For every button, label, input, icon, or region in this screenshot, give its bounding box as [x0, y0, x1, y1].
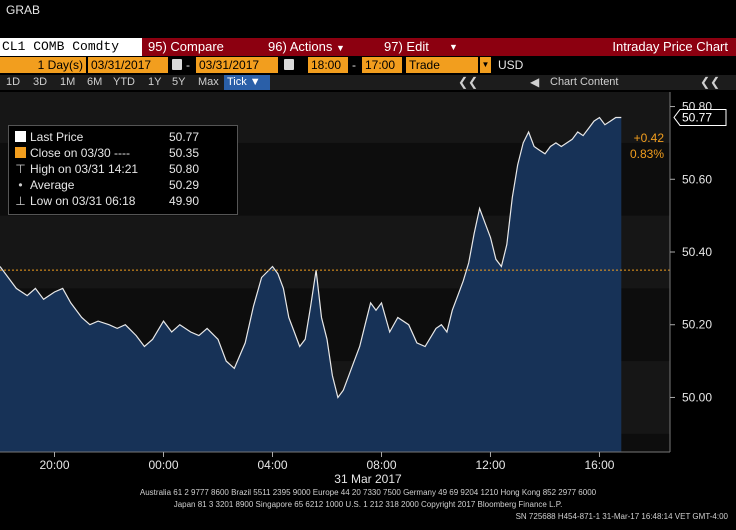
function-bar [0, 38, 736, 56]
last-price-swatch [15, 131, 26, 142]
last-price-badge-value: 50.77 [682, 110, 712, 124]
footer-contacts-2: Japan 81 3 3201 8900 Singapore 65 6212 1… [173, 500, 563, 509]
legend-last-price-value: 50.77 [169, 130, 200, 144]
close-swatch [15, 147, 26, 158]
price-area-fill [0, 117, 622, 452]
window-title: GRAB [6, 3, 41, 17]
end-date-field[interactable]: 03/31/2017 [196, 57, 278, 73]
change-value: +0.42 [633, 131, 664, 145]
range-ytd[interactable]: YTD [113, 76, 135, 88]
change-percent: 0.83% [630, 147, 665, 161]
range-max[interactable]: Max [198, 76, 219, 88]
range-5y[interactable]: 5Y [172, 76, 186, 88]
x-tick-label-1: 00:00 [148, 458, 178, 472]
start-time-field[interactable]: 18:00 [308, 57, 348, 73]
legend-close-value: 50.35 [169, 146, 200, 160]
edit-label: Edit [406, 39, 429, 54]
legend-average-value: 50.29 [169, 178, 200, 192]
currency-label: USD [498, 58, 524, 72]
actions-number: 96) [268, 39, 287, 54]
range-1d[interactable]: 1D [6, 76, 21, 88]
legend-low-label: Low on 03/31 06:18 [30, 194, 136, 208]
legend-low[interactable]: ⊥ Low on 03/31 06:18 [15, 193, 135, 209]
footer-session: SN 725688 H454-871-1 31-Mar-17 16:48:14 … [515, 512, 728, 521]
y-tick-label-2: 50.40 [682, 245, 712, 259]
average-marker-icon: • [18, 178, 23, 192]
actions-button[interactable]: 96) Actions ▼ [268, 38, 345, 56]
field-dropdown-icon[interactable]: ▼ [480, 57, 491, 73]
end-calendar-icon[interactable] [284, 59, 294, 70]
start-calendar-icon[interactable] [172, 59, 182, 70]
date-separator: - [186, 58, 190, 72]
last-price-badge-shape [673, 108, 727, 126]
edit-button[interactable]: 97) Edit [384, 38, 429, 56]
collapse-left-icon[interactable]: ❮❮ [458, 75, 479, 89]
price-area [0, 116, 622, 452]
y-tick-label-3: 50.60 [682, 172, 712, 186]
range-1m[interactable]: 1M [60, 76, 76, 88]
y-tick-label-0: 50.00 [682, 390, 712, 404]
legend-high-label: High on 03/31 14:21 [30, 162, 139, 176]
x-tick-label-0: 20:00 [39, 458, 69, 472]
x-axis-label: 31 Mar 2017 [334, 472, 402, 486]
x-tick-label-3: 08:00 [366, 458, 396, 472]
y-tick-label-1: 50.20 [682, 318, 712, 332]
high-marker-icon: ⊤ [15, 162, 26, 176]
range-1y[interactable]: 1Y [148, 76, 162, 88]
x-tick-label-4: 12:00 [475, 458, 505, 472]
collapse-right-icon[interactable]: ❮❮ [700, 75, 721, 89]
field-selector[interactable]: Trade [406, 57, 478, 73]
edit-number: 97) [384, 39, 403, 54]
range-6m[interactable]: 6M [87, 76, 103, 88]
period-selector[interactable]: 1 Day(s) [0, 57, 86, 73]
start-date-field[interactable]: 03/31/2017 [88, 57, 168, 73]
price-line [0, 116, 622, 399]
end-time-field[interactable]: 17:00 [362, 57, 402, 73]
legend-high-value: 50.80 [169, 162, 200, 176]
range-bar [0, 75, 736, 90]
actions-label: Actions [289, 39, 333, 54]
compare-label: Compare [170, 39, 224, 54]
tick-selector[interactable]: Tick ▼ [224, 75, 270, 90]
legend-last-price[interactable]: Last Price [15, 129, 83, 145]
time-separator: - [352, 58, 356, 72]
legend-last-price-label: Last Price [30, 130, 84, 144]
price-chart[interactable]: 50.00 50.20 50.40 50.60 50.80 20:00 00:00 04:0… [0, 92, 736, 482]
last-price-badge: 50.77 [673, 108, 727, 126]
x-tick-label-5: 16:00 [584, 458, 614, 472]
x-tick-label-2: 04:00 [257, 458, 287, 472]
legend-close[interactable]: Close on 03/30 ---- [15, 145, 130, 161]
compare-number: 95) [148, 39, 167, 54]
chart-content-button[interactable]: Chart Content [550, 76, 619, 88]
legend-average[interactable]: • Average [15, 177, 74, 193]
actions-dropdown-icon: ▼ [335, 43, 345, 53]
chart-content-toggle-icon[interactable]: ◀ [530, 75, 540, 89]
edit-dropdown-icon[interactable]: ▼ [449, 42, 458, 52]
low-marker-icon: ⊥ [15, 194, 26, 208]
legend-average-label: Average [30, 178, 75, 192]
legend-high[interactable]: ⊤ High on 03/31 14:21 [15, 161, 138, 177]
ticker-input[interactable]: CL1 COMB Comdty [0, 38, 142, 56]
footer-contacts-1: Australia 61 2 9777 8600 Brazil 5511 239… [139, 488, 597, 497]
range-3d[interactable]: 3D [33, 76, 48, 88]
compare-button[interactable]: 95) Compare [148, 38, 224, 56]
chart-legend[interactable]: Last Price 50.77 Close on 03/30 ---- 50.… [8, 125, 238, 215]
x-axis: 20:00 00:00 04:00 08:00 12:00 16:00 [0, 451, 670, 472]
legend-low-value: 49.90 [169, 194, 200, 208]
legend-close-label: Close on 03/30 ---- [30, 146, 131, 160]
chart-title: Intraday Price Chart [612, 39, 728, 54]
